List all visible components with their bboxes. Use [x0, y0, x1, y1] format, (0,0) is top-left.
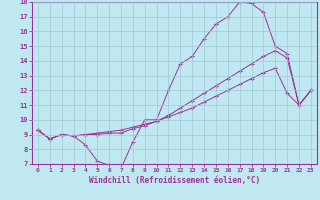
X-axis label: Windchill (Refroidissement éolien,°C): Windchill (Refroidissement éolien,°C)	[89, 176, 260, 185]
